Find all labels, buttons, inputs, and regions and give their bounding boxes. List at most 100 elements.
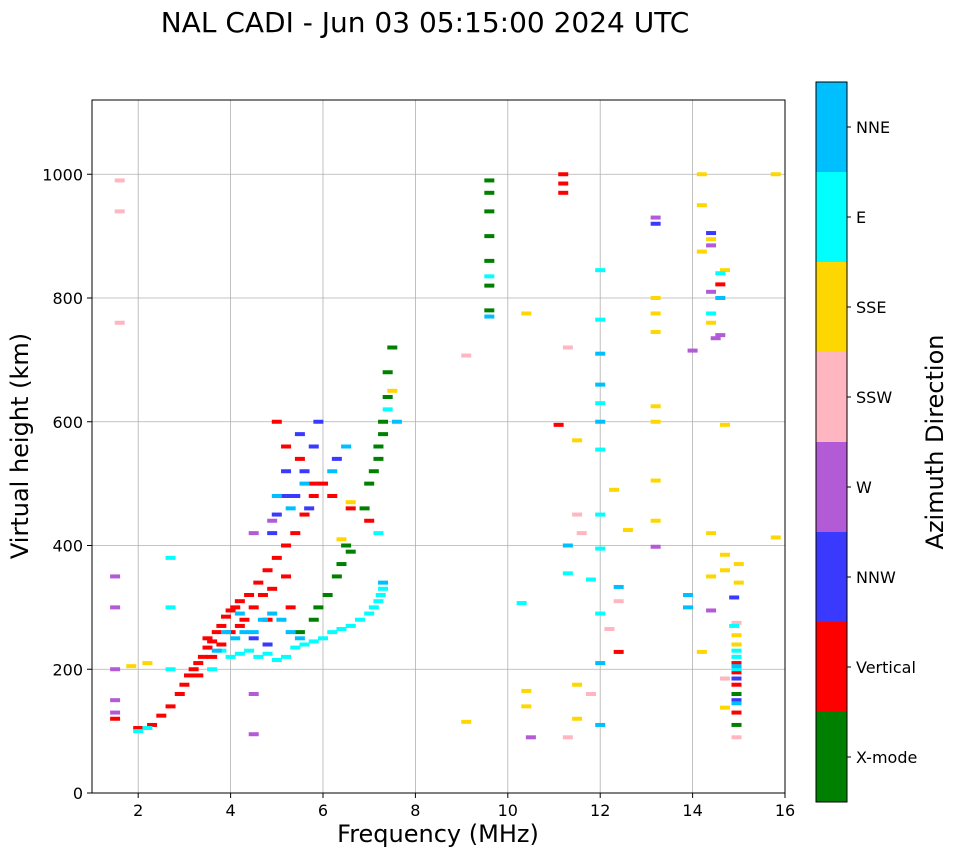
data-point-x-mode <box>308 617 319 622</box>
data-point-sse <box>706 531 717 536</box>
data-point-nne <box>595 351 606 356</box>
data-point-e <box>354 617 365 622</box>
data-point-sse <box>719 422 730 427</box>
data-point-sse <box>387 388 398 393</box>
data-point-e <box>585 577 596 582</box>
plot-area: 2 4 6 8 10 12 14 16 0 200 400 600 800 1000 <box>42 99 795 820</box>
data-point-vertical <box>234 623 245 628</box>
data-point-nnw <box>299 469 310 474</box>
data-point-sse <box>650 330 661 335</box>
chart-title: NAL CADI - Jun 03 05:15:00 2024 UTC <box>161 6 690 39</box>
data-point-vertical <box>184 673 195 678</box>
data-point-e <box>262 651 273 656</box>
data-point-e <box>731 648 742 653</box>
data-point-sse <box>650 311 661 316</box>
data-point-sse <box>650 518 661 523</box>
data-point-nnw <box>729 595 740 600</box>
data-point-w <box>248 531 259 536</box>
data-point-e <box>729 623 740 628</box>
data-point-nne <box>230 636 241 641</box>
data-point-nne <box>271 494 282 498</box>
x-tick-label: 6 <box>318 801 328 820</box>
data-point-vertical <box>230 605 241 610</box>
data-point-nne <box>731 701 742 706</box>
data-point-sse <box>461 719 472 724</box>
data-point-vertical <box>318 481 328 486</box>
data-point-nne <box>239 630 250 635</box>
data-point-vertical <box>174 692 185 696</box>
data-point-vertical <box>257 593 268 597</box>
data-point-nnw <box>731 676 742 681</box>
data-point-e <box>133 729 144 734</box>
data-point-w <box>706 243 717 248</box>
data-point-vertical <box>285 605 296 610</box>
data-point-e <box>207 667 218 672</box>
data-point-nne <box>391 419 402 424</box>
colorbar-category-label: Vertical <box>856 658 916 677</box>
data-point-w <box>110 605 121 610</box>
data-point-sse <box>719 552 730 557</box>
data-point-vertical <box>193 673 204 678</box>
data-point-sse <box>126 664 137 669</box>
data-point-sse <box>650 296 661 300</box>
data-point-nne <box>613 584 624 589</box>
data-point-nnw <box>271 512 282 517</box>
data-points <box>110 172 781 740</box>
data-point-e <box>165 605 176 610</box>
data-point-nne <box>285 506 296 511</box>
data-point-nnw <box>262 642 273 647</box>
data-point-nne <box>248 630 259 635</box>
data-point-nne <box>257 617 268 622</box>
colorbar-category-label: SSE <box>856 298 886 317</box>
data-point-x-mode <box>484 283 495 288</box>
data-point-sse <box>733 562 744 567</box>
data-point-w <box>110 574 121 579</box>
data-point-nnw <box>650 221 661 226</box>
data-point-e <box>234 651 245 656</box>
data-point-vertical <box>207 639 218 644</box>
data-point-vertical <box>290 531 301 536</box>
data-point-w <box>248 732 259 737</box>
data-point-e <box>290 645 301 650</box>
data-point-vertical <box>110 716 121 721</box>
data-point-e <box>595 611 606 616</box>
data-point-w <box>110 667 121 672</box>
data-point-e <box>595 546 606 551</box>
data-point-nnw <box>294 432 305 437</box>
data-point-vertical <box>731 670 742 675</box>
data-point-vertical <box>179 682 190 687</box>
colorbar-category-label: SSW <box>856 388 892 407</box>
data-point-w <box>710 336 721 341</box>
data-point-nne <box>341 444 352 449</box>
data-point-sse <box>696 203 707 208</box>
data-point-x-mode <box>313 605 324 610</box>
data-point-nnw <box>267 531 278 536</box>
colorbar-swatch <box>816 352 847 442</box>
data-point-ssw <box>114 209 125 214</box>
data-point-e <box>595 447 606 452</box>
data-point-e <box>731 654 742 659</box>
data-point-vertical <box>202 645 213 650</box>
data-point-vertical <box>271 419 282 424</box>
data-point-ssw <box>731 735 742 740</box>
data-point-sse <box>142 661 153 666</box>
x-tick-label: 14 <box>682 801 702 820</box>
data-point-w <box>706 289 717 294</box>
y-tick-label: 1000 <box>42 165 83 184</box>
data-point-x-mode <box>484 190 495 195</box>
data-point-nne <box>294 636 305 641</box>
data-point-sse <box>650 478 661 483</box>
data-point-e <box>375 593 386 597</box>
data-point-nne <box>682 605 693 610</box>
data-point-vertical <box>188 667 199 672</box>
data-point-vertical <box>193 661 204 666</box>
plot-background <box>92 100 785 793</box>
y-tick-label: 800 <box>52 289 83 308</box>
data-point-ssw <box>114 178 125 183</box>
data-point-e <box>299 642 310 647</box>
data-point-nne <box>211 648 222 653</box>
data-point-nne <box>267 611 278 616</box>
x-axis-ticks: 2 4 6 8 10 12 14 16 <box>133 793 795 820</box>
x-tick-label: 4 <box>226 801 236 820</box>
x-tick-label: 2 <box>133 801 143 820</box>
